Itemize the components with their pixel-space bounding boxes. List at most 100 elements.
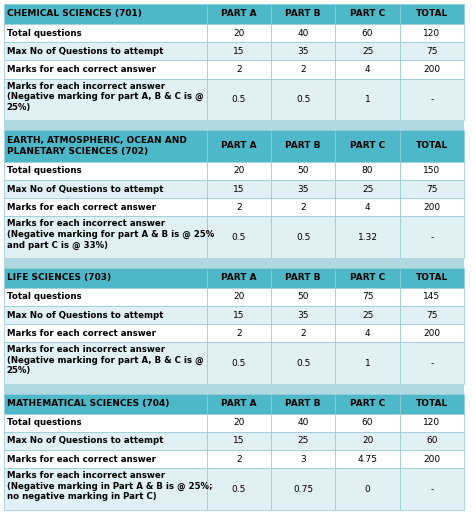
Bar (400, 288, 464, 306)
Text: MATHEMATICAL SCIENCES (704): MATHEMATICAL SCIENCES (704) (7, 399, 169, 408)
Text: Marks for each incorrect answer
(Negative marking in Part A & B is @ 25%;
no neg: Marks for each incorrect answer (Negativ… (7, 471, 212, 501)
Text: PART B: PART B (285, 9, 321, 19)
Bar (271, 342, 336, 384)
Bar (336, 4, 400, 24)
Text: Marks for each incorrect answer
(Negative marking for part A & B is @ 25%
and pa: Marks for each incorrect answer (Negativ… (7, 219, 214, 250)
Text: TOTAL: TOTAL (416, 273, 448, 282)
Text: PART B: PART B (285, 141, 321, 151)
Text: 1: 1 (365, 359, 371, 368)
Bar (4, 42, 207, 61)
Bar (4, 4, 207, 24)
Bar (271, 4, 336, 24)
Text: 60: 60 (362, 28, 374, 38)
Bar (400, 61, 464, 79)
Bar (336, 324, 400, 342)
Bar (4, 130, 207, 162)
Text: Marks for each correct answer: Marks for each correct answer (7, 329, 156, 338)
Text: -: - (430, 359, 434, 368)
Text: 15: 15 (233, 436, 245, 446)
Text: 75: 75 (362, 292, 374, 301)
Bar (400, 394, 464, 414)
Text: -: - (430, 485, 434, 493)
Bar (336, 79, 400, 120)
Text: TOTAL: TOTAL (416, 399, 448, 408)
Text: 1.32: 1.32 (357, 233, 378, 242)
Bar (207, 130, 271, 162)
Text: 35: 35 (298, 310, 309, 320)
Text: 50: 50 (298, 292, 309, 301)
Bar (271, 432, 336, 450)
Text: 25: 25 (362, 47, 374, 56)
Bar (336, 268, 400, 288)
Text: 200: 200 (423, 203, 440, 212)
Bar (336, 42, 400, 61)
Bar (336, 198, 400, 216)
Bar (271, 79, 336, 120)
Text: Marks for each incorrect answer
(Negative marking for part A, B & C is @
25%): Marks for each incorrect answer (Negativ… (7, 345, 203, 375)
Text: LIFE SCIENCES (703): LIFE SCIENCES (703) (7, 273, 111, 282)
Bar (400, 4, 464, 24)
Bar (4, 394, 207, 414)
Bar (4, 432, 207, 450)
Bar (4, 468, 207, 510)
Bar (207, 162, 271, 180)
Bar (207, 288, 271, 306)
Bar (271, 450, 336, 468)
Text: PART A: PART A (221, 273, 257, 282)
Text: Total questions: Total questions (7, 167, 82, 175)
Text: 25: 25 (298, 436, 309, 446)
Text: 35: 35 (298, 47, 309, 56)
Bar (4, 306, 207, 324)
Bar (400, 268, 464, 288)
Text: 200: 200 (423, 329, 440, 338)
Text: -: - (430, 95, 434, 104)
Text: EARTH, ATMOSPHERIC, OCEAN AND
PLANETARY SCIENCES (702): EARTH, ATMOSPHERIC, OCEAN AND PLANETARY … (7, 136, 187, 156)
Text: PART C: PART C (350, 399, 385, 408)
Text: Marks for each incorrect answer
(Negative marking for part A, B & C is @
25%): Marks for each incorrect answer (Negativ… (7, 82, 203, 112)
Text: 2: 2 (236, 455, 242, 464)
Bar (400, 79, 464, 120)
Text: 120: 120 (423, 418, 440, 427)
Text: 25: 25 (362, 185, 374, 194)
Text: 0.75: 0.75 (293, 485, 313, 493)
Bar (400, 198, 464, 216)
Bar (207, 24, 271, 42)
Text: Marks for each correct answer: Marks for each correct answer (7, 65, 156, 74)
Text: 35: 35 (298, 185, 309, 194)
Bar (336, 288, 400, 306)
Bar (4, 61, 207, 79)
Text: 0: 0 (365, 485, 371, 493)
Bar (4, 79, 207, 120)
Bar (271, 216, 336, 258)
Text: PART C: PART C (350, 273, 385, 282)
Bar (207, 324, 271, 342)
Text: 60: 60 (426, 436, 438, 446)
Text: 4: 4 (365, 203, 370, 212)
Bar (207, 4, 271, 24)
Text: Total questions: Total questions (7, 28, 82, 38)
Text: 2: 2 (301, 65, 306, 74)
Text: PART A: PART A (221, 141, 257, 151)
Text: Total questions: Total questions (7, 292, 82, 301)
Bar (271, 288, 336, 306)
Bar (336, 162, 400, 180)
Text: 75: 75 (426, 310, 438, 320)
Text: 2: 2 (236, 65, 242, 74)
Text: 1: 1 (365, 95, 371, 104)
Bar (271, 268, 336, 288)
Bar (400, 216, 464, 258)
Text: Max No of Questions to attempt: Max No of Questions to attempt (7, 185, 163, 194)
Bar (336, 180, 400, 198)
Text: 0.5: 0.5 (296, 95, 310, 104)
Bar (4, 216, 207, 258)
Text: 200: 200 (423, 65, 440, 74)
Bar (271, 324, 336, 342)
Bar (4, 162, 207, 180)
Bar (4, 414, 207, 432)
Bar (400, 130, 464, 162)
Bar (336, 216, 400, 258)
Bar (400, 306, 464, 324)
Text: 25: 25 (362, 310, 374, 320)
Text: 20: 20 (233, 28, 245, 38)
Text: 75: 75 (426, 185, 438, 194)
